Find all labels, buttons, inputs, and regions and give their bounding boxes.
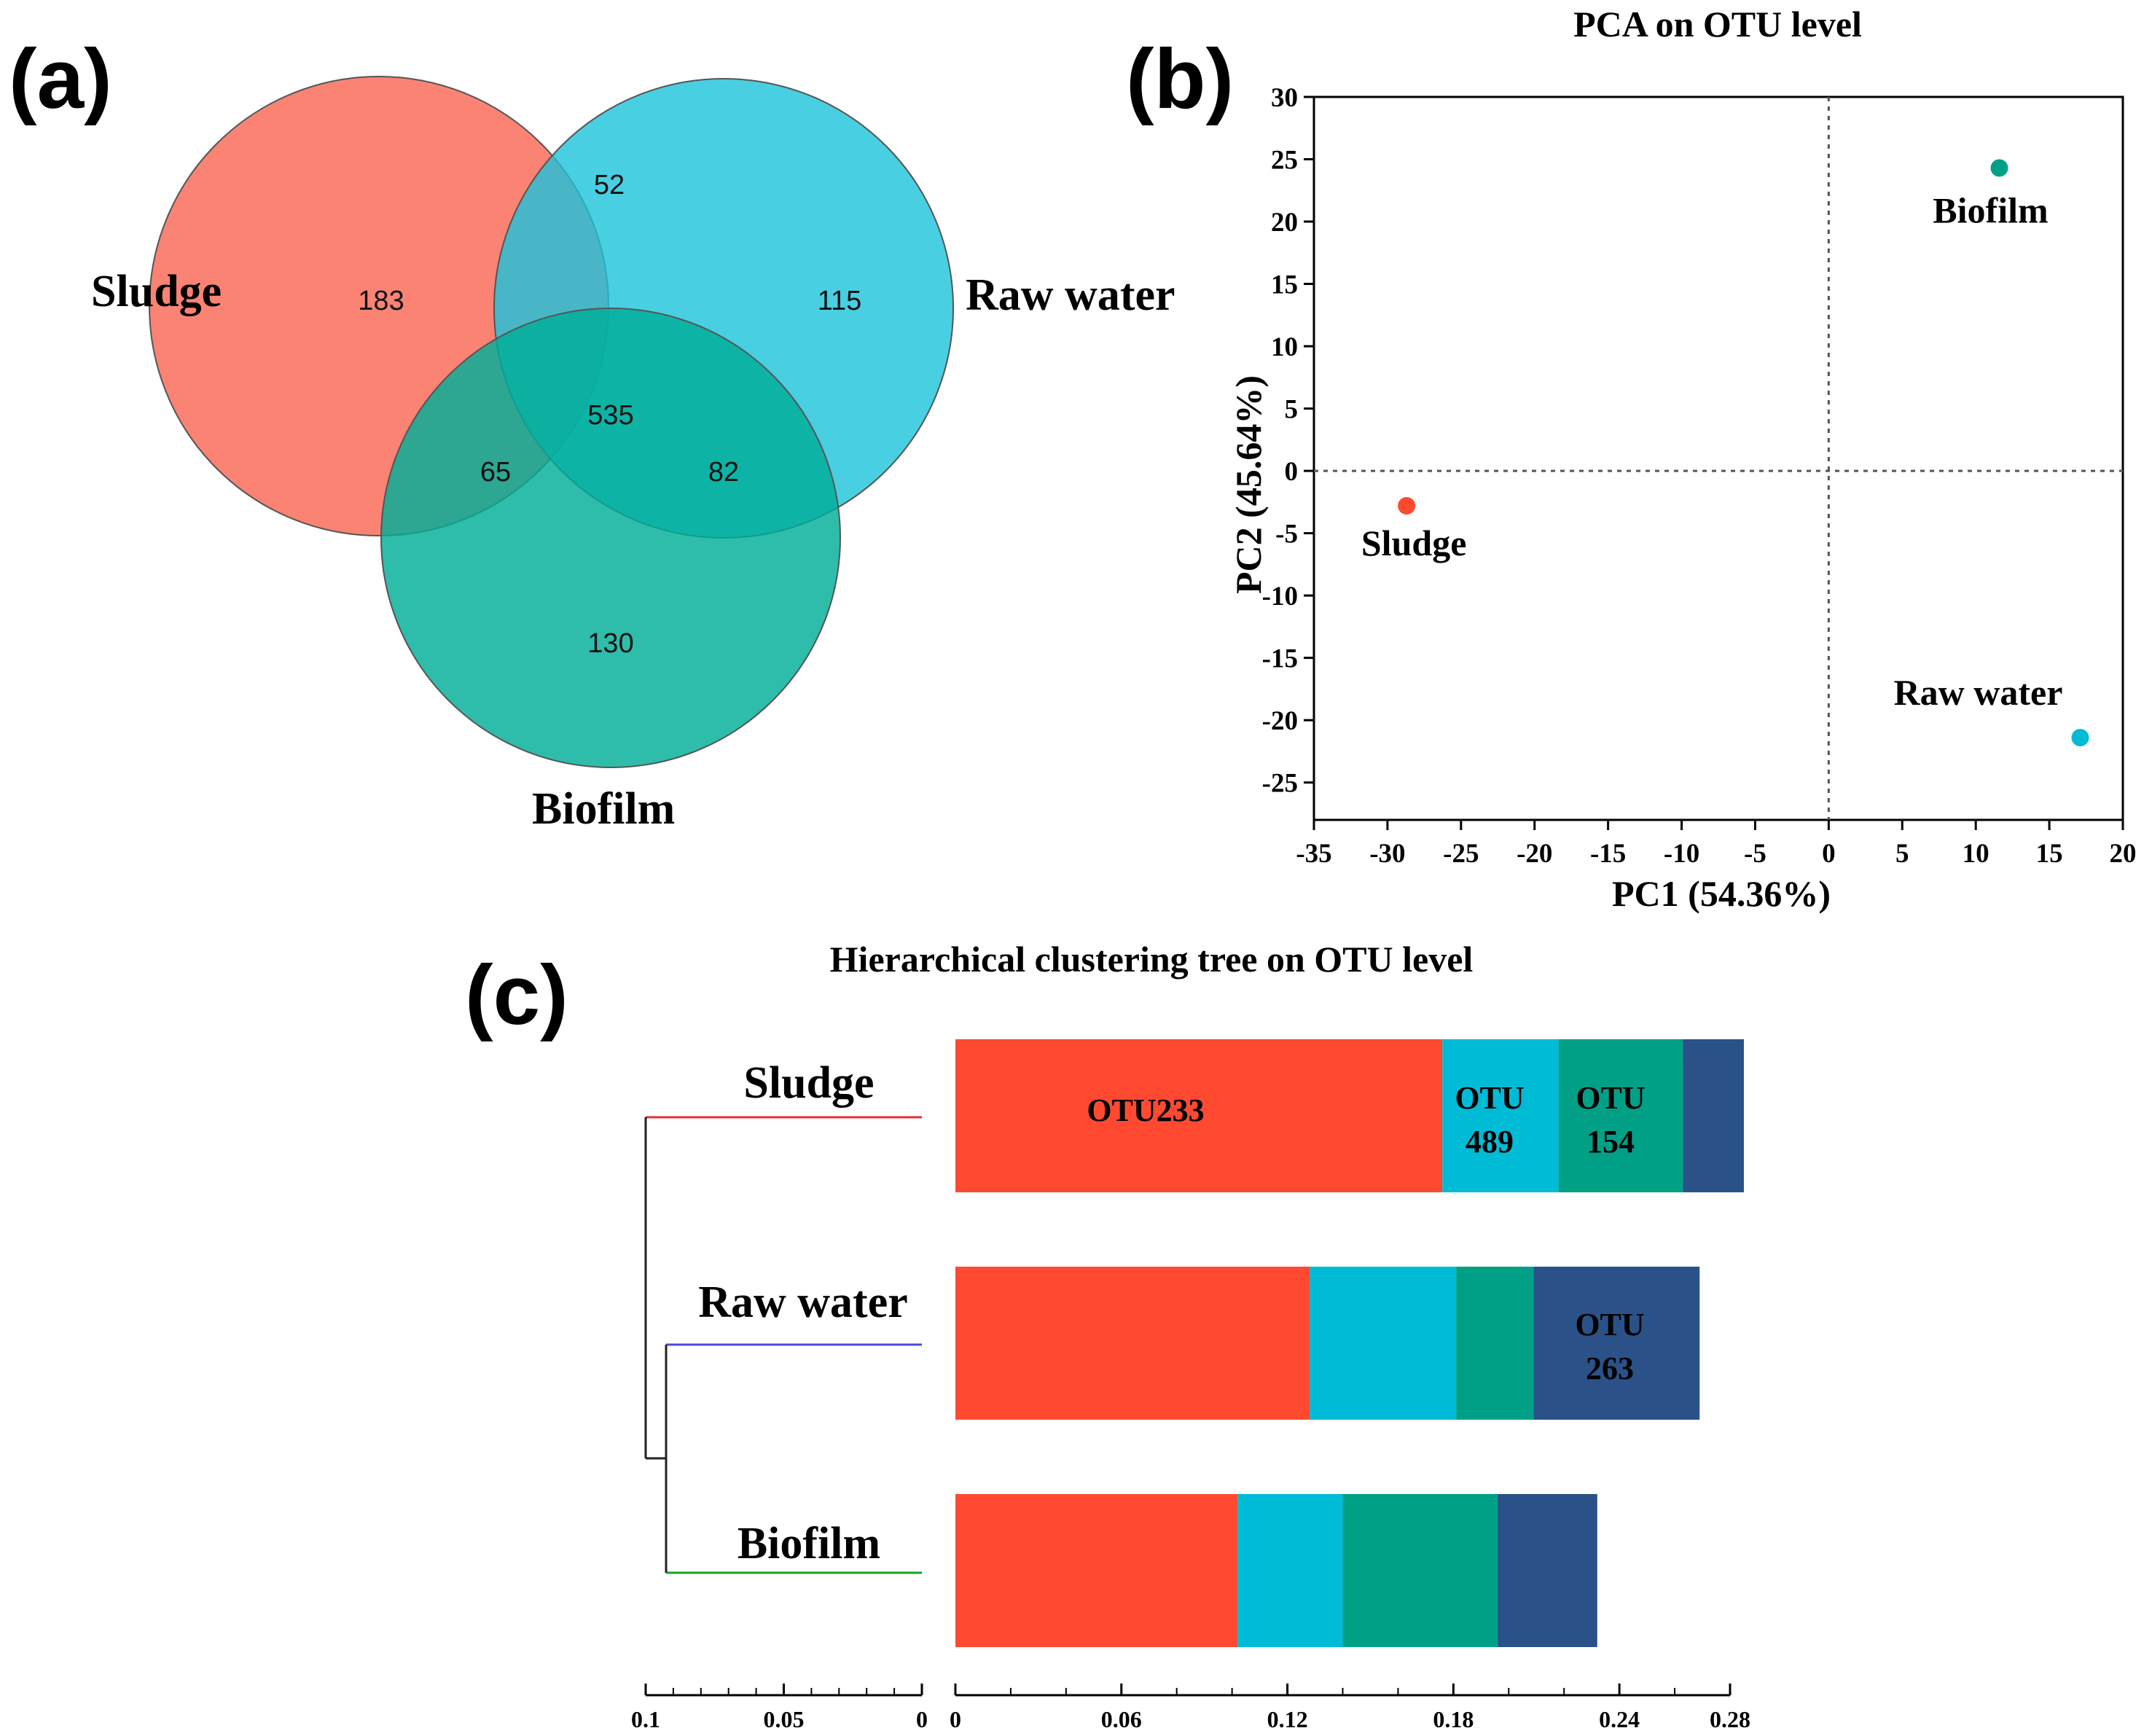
venn-count-sludge-raw: 52: [594, 170, 625, 200]
pca-y-axis: 30 25 20 15 10 5 0 -5 -10 -15 -20 -25: [1262, 83, 1314, 799]
bar-segment: [1533, 1267, 1700, 1420]
venn-count-biofilm-only: 130: [587, 628, 633, 659]
pca-x-tick-label: 20: [2110, 839, 2137, 869]
pca-x-axis-title: PC1 (54.36%): [1612, 873, 1831, 914]
bar-segment: [1237, 1494, 1343, 1647]
pca-x-axis: -35 -30 -25 -20 -15 -10 -5 0 5 10 15 20: [1296, 820, 2137, 869]
bar-axis-tick-label: 0.06: [1101, 1706, 1142, 1732]
panel-a: (a) Sludge Raw water Biofilm 183 52 115 …: [9, 31, 1175, 834]
pca-y-tick-label: 30: [1271, 83, 1298, 113]
bar-segment: [1342, 1494, 1498, 1647]
pca-plot-frame: [1312, 95, 2124, 821]
venn-count-raw-biofilm: 82: [708, 457, 739, 488]
venn-count-sludge-biofilm: 65: [480, 457, 511, 488]
pca-x-tick-label: -20: [1517, 839, 1552, 869]
bar-axis-tick-label: 0.28: [1710, 1706, 1750, 1732]
pca-point: [1398, 496, 1416, 515]
pca-y-tick-label: -25: [1262, 769, 1298, 799]
bar-segment: [1498, 1494, 1597, 1647]
venn-count-raw-only: 115: [818, 286, 862, 316]
cluster-row-label-raw-water: Raw water: [698, 1278, 908, 1327]
panel-c: (c) Hierarchical clustering tree on OTU …: [465, 939, 1750, 1732]
pca-x-tick-label: 5: [1895, 839, 1909, 869]
bar-label-raw-otu263-line2: 263: [1586, 1350, 1634, 1386]
pca-y-tick-label: -5: [1275, 520, 1298, 550]
dendrogram-axis-tick-label: 0: [916, 1706, 928, 1732]
panel-a-letter: (a): [9, 31, 112, 126]
pca-x-tick-label: 0: [1822, 839, 1836, 869]
venn-circle-biofilm: [380, 308, 841, 768]
pca-y-tick-label: 25: [1271, 146, 1298, 176]
dendrogram-axis-tick-label: 0.1: [631, 1706, 660, 1732]
pca-x-tick-label: -25: [1443, 839, 1479, 869]
pca-x-tick-label: -15: [1590, 839, 1626, 869]
pca-point: [1990, 159, 2008, 177]
pca-x-tick-label: 10: [1963, 839, 1989, 869]
bar-label-raw-otu263-line1: OTU: [1575, 1307, 1644, 1342]
bar-axis-tick-label: 0.24: [1599, 1706, 1640, 1732]
pca-x-tick-label: -10: [1664, 839, 1699, 869]
dendrogram-axis: 0.1 0.05 0: [631, 1684, 928, 1732]
pca-y-tick-label: 10: [1271, 332, 1298, 362]
pca-y-tick-label: 20: [1271, 208, 1298, 238]
bar-axis-tick-label: 0: [950, 1706, 961, 1732]
pca-y-tick-label: -15: [1262, 644, 1298, 674]
bar-label-sludge-otu489-line1: OTU: [1455, 1080, 1524, 1116]
pca-x-tick-label: -35: [1296, 839, 1331, 869]
cluster-row-label-biofilm: Biofilm: [737, 1519, 880, 1568]
bar-segment: [955, 1039, 1443, 1192]
panel-b-letter: (b): [1126, 31, 1234, 126]
pca-title: PCA on OTU level: [1573, 4, 1862, 44]
stacked-bars: [955, 1039, 1744, 1647]
bar-segment: [1456, 1267, 1534, 1420]
pca-point-label: Raw water: [1894, 672, 2063, 713]
pca-point-label: Sludge: [1361, 523, 1467, 563]
bar-segment: [1683, 1039, 1744, 1192]
panel-c-letter: (c): [465, 947, 568, 1042]
pca-x-tick-label: -5: [1744, 839, 1766, 869]
dendrogram-axis-tick-label: 0.05: [764, 1706, 805, 1732]
pca-y-axis-title: PC2 (45.64%): [1228, 375, 1269, 594]
venn-count-all-three: 535: [587, 400, 633, 431]
pca-x-tick-label: 15: [2036, 839, 2063, 869]
bar-axis-tick-label: 0.18: [1433, 1706, 1474, 1732]
bar-axis: 0 0.06 0.12 0.18 0.24 0.28: [950, 1684, 1750, 1732]
bar-label-sludge-otu489-line2: 489: [1466, 1124, 1514, 1160]
pca-y-tick-label: 0: [1285, 457, 1299, 487]
pca-y-tick-label: 5: [1285, 395, 1299, 425]
bar-label-sludge-otu154-line2: 154: [1586, 1124, 1635, 1160]
pca-point-label: Biofilm: [1933, 189, 2048, 230]
bar-label-sludge-otu154-line1: OTU: [1576, 1080, 1645, 1116]
pca-y-tick-label: 15: [1271, 270, 1298, 300]
pca-y-tick-label: -10: [1262, 582, 1298, 611]
pca-points: Sludge Biofilm Raw water: [1361, 159, 2089, 747]
venn-count-sludge-only: 183: [358, 286, 404, 316]
panel-b: (b) PCA on OTU level -35 -30 -25 -20 -15 -10-…: [1126, 4, 2137, 914]
bar-segment: [955, 1494, 1238, 1647]
venn-label-sludge: Sludge: [91, 267, 222, 316]
venn-label-biofilm: Biofilm: [532, 784, 675, 834]
cluster-row-label-sludge: Sludge: [743, 1058, 874, 1108]
pca-point: [2071, 729, 2089, 747]
dendrogram: [644, 1116, 922, 1574]
cluster-title: Hierarchical clustering tree on OTU leve…: [830, 939, 1474, 980]
bar-segment: [1442, 1039, 1559, 1192]
pca-y-tick-label: -20: [1262, 706, 1298, 736]
pca-x-tick-label: -30: [1369, 839, 1405, 869]
bar-segment: [1558, 1039, 1683, 1192]
bar-label-sludge-otu233: OTU233: [1087, 1092, 1204, 1128]
bar-axis-tick-label: 0.12: [1267, 1706, 1308, 1732]
venn-label-raw-water: Raw water: [966, 270, 1175, 320]
bar-segment: [1309, 1267, 1457, 1420]
bar-segment: [955, 1267, 1310, 1420]
